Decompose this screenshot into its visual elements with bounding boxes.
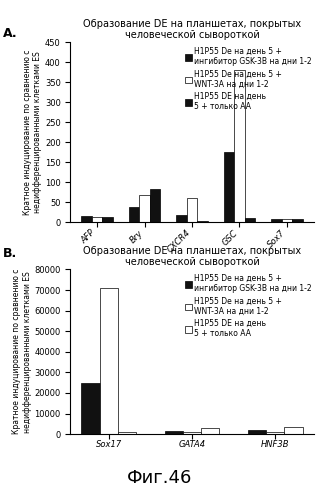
Bar — [282, 219, 292, 222]
Text: B.: B. — [3, 247, 18, 260]
Title: Образование DE на планшетах, покрытых
человеческой сывороткой: Образование DE на планшетах, покрытых че… — [83, 246, 301, 267]
Bar — [245, 218, 255, 222]
Bar — [201, 428, 220, 434]
Bar — [129, 207, 139, 222]
Legend: H1P55 De на день 5 +
ингибитор GSK-3B на дни 1-2, H1P55 De на день 5 +
WNT-3A на: H1P55 De на день 5 + ингибитор GSK-3B на… — [184, 273, 312, 339]
Bar — [164, 432, 183, 434]
Bar — [187, 198, 197, 222]
Title: Образование DE на планшетах, покрытых
человеческой сывороткой: Образование DE на планшетах, покрытых че… — [83, 18, 301, 40]
Bar — [82, 216, 92, 222]
Bar — [234, 70, 245, 222]
Bar — [284, 427, 302, 434]
Bar — [224, 152, 234, 222]
Bar — [100, 288, 118, 434]
Bar — [292, 219, 302, 222]
Bar — [271, 219, 282, 222]
Bar — [102, 217, 113, 222]
Bar — [197, 221, 208, 222]
Text: A.: A. — [3, 27, 18, 40]
Legend: H1P55 De на день 5 +
ингибитор GSK-3B на дни 1-2, H1P55 De на день 5 +
WNT-3A на: H1P55 De на день 5 + ингибитор GSK-3B на… — [184, 46, 312, 112]
Y-axis label: Кратное индуцирование по сравнению с
недифференцированными клетками ES: Кратное индуцирование по сравнению с нед… — [12, 269, 32, 435]
Bar — [82, 383, 100, 434]
Bar — [139, 195, 150, 222]
Bar — [176, 215, 187, 222]
Bar — [183, 432, 201, 434]
Text: Фиг.46: Фиг.46 — [127, 469, 193, 487]
Bar — [118, 432, 136, 434]
Bar — [266, 432, 284, 434]
Bar — [92, 217, 102, 222]
Y-axis label: Кратное индуцирование по сравнению с
недифференцированными клетками ES: Кратное индуцирование по сравнению с нед… — [23, 49, 42, 215]
Bar — [150, 189, 160, 222]
Bar — [248, 431, 266, 434]
